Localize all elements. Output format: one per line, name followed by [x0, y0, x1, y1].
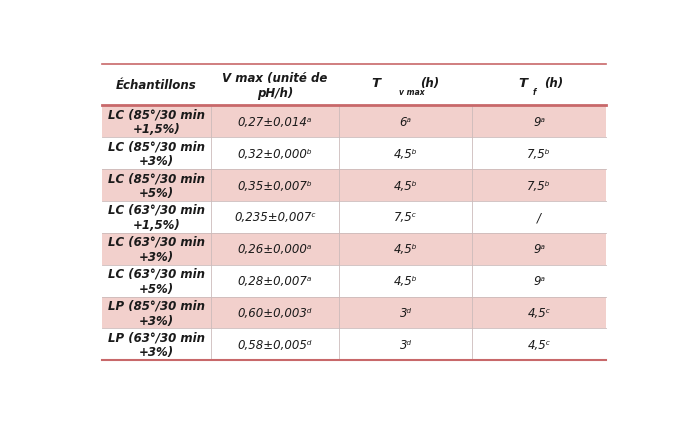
Bar — [102, 170, 606, 202]
Text: 0,27±0,014ᵃ: 0,27±0,014ᵃ — [238, 116, 312, 129]
Bar — [102, 265, 606, 297]
Text: 0,58±0,005ᵈ: 0,58±0,005ᵈ — [238, 338, 312, 351]
Text: 6ᵃ: 6ᵃ — [399, 116, 412, 129]
Bar — [102, 202, 606, 233]
Text: 4,5ᶜ: 4,5ᶜ — [527, 338, 551, 351]
Text: 9ᵃ: 9ᵃ — [533, 116, 545, 129]
Text: LC (63°/30 min
+1,5%): LC (63°/30 min +1,5%) — [108, 203, 205, 231]
Text: 9ᵃ: 9ᵃ — [533, 243, 545, 256]
Text: LC (63°/30 min
+3%): LC (63°/30 min +3%) — [108, 235, 205, 263]
Text: 0,28±0,007ᵃ: 0,28±0,007ᵃ — [238, 275, 312, 288]
Text: 3ᵈ: 3ᵈ — [399, 306, 412, 319]
Text: Échantillons: Échantillons — [116, 79, 197, 92]
Text: 0,32±0,000ᵇ: 0,32±0,000ᵇ — [238, 147, 312, 160]
Bar — [102, 138, 606, 170]
Text: 0,26±0,000ᵃ: 0,26±0,000ᵃ — [238, 243, 312, 256]
Text: (h): (h) — [545, 77, 564, 89]
Text: 4,5ᶜ: 4,5ᶜ — [527, 306, 551, 319]
Text: T: T — [372, 77, 381, 89]
Bar — [102, 329, 606, 360]
Text: LP (85°/30 min
+3%): LP (85°/30 min +3%) — [108, 299, 205, 327]
Text: T: T — [518, 77, 527, 89]
Text: 0,60±0,003ᵈ: 0,60±0,003ᵈ — [238, 306, 312, 319]
Text: 7,5ᵇ: 7,5ᵇ — [527, 179, 551, 192]
Text: 0,235±0,007ᶜ: 0,235±0,007ᶜ — [234, 211, 316, 224]
Text: 4,5ᵇ: 4,5ᵇ — [394, 179, 417, 192]
Text: 3ᵈ: 3ᵈ — [399, 338, 412, 351]
Text: (h): (h) — [420, 77, 439, 89]
Text: V max (unité de
pH/h): V max (unité de pH/h) — [223, 71, 328, 99]
Bar — [102, 297, 606, 329]
Text: 7,5ᶜ: 7,5ᶜ — [394, 211, 417, 224]
Text: LP (63°/30 min
+3%): LP (63°/30 min +3%) — [108, 331, 205, 359]
Text: LC (85°/30 min
+3%): LC (85°/30 min +3%) — [108, 140, 205, 168]
Text: v max: v max — [399, 88, 424, 97]
Text: LC (63°/30 min
+5%): LC (63°/30 min +5%) — [108, 267, 205, 295]
Text: 9ᵃ: 9ᵃ — [533, 275, 545, 288]
Text: 4,5ᵇ: 4,5ᵇ — [394, 147, 417, 160]
Bar — [102, 233, 606, 265]
Bar — [102, 65, 606, 106]
Text: 0,35±0,007ᵇ: 0,35±0,007ᵇ — [238, 179, 312, 192]
Text: /: / — [537, 211, 541, 224]
Bar — [102, 106, 606, 138]
Text: 7,5ᵇ: 7,5ᵇ — [527, 147, 551, 160]
Text: f: f — [533, 88, 536, 97]
Text: LC (85°/30 min
+1,5%): LC (85°/30 min +1,5%) — [108, 108, 205, 136]
Text: LC (85°/30 min
+5%): LC (85°/30 min +5%) — [108, 172, 205, 200]
Text: 4,5ᵇ: 4,5ᵇ — [394, 243, 417, 256]
Text: 4,5ᵇ: 4,5ᵇ — [394, 275, 417, 288]
